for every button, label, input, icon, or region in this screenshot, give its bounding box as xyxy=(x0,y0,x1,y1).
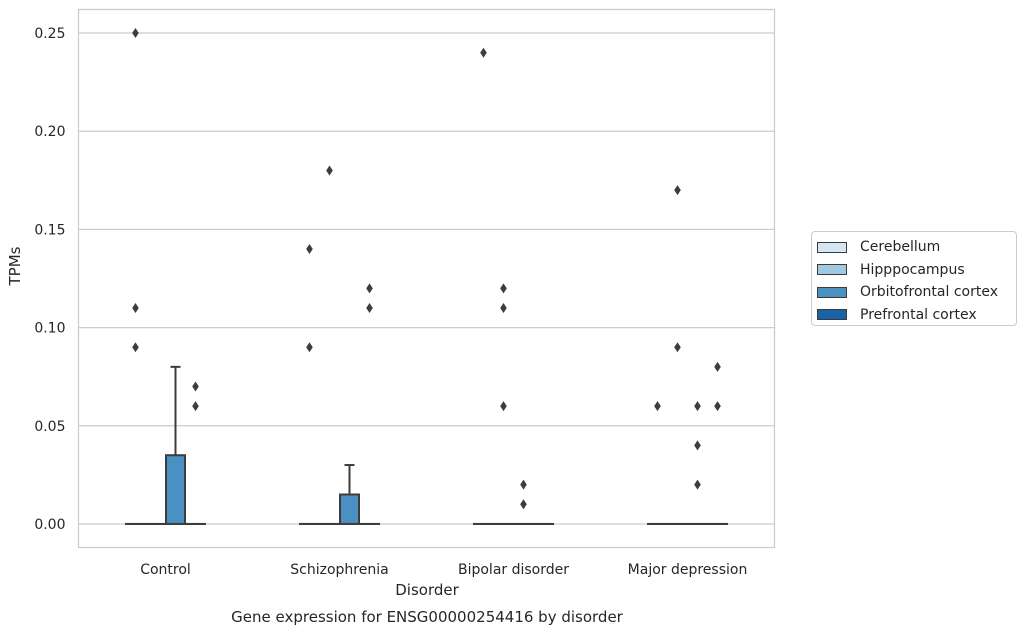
y-tick-label: 0.20 xyxy=(34,124,65,140)
outlier-point xyxy=(500,302,507,313)
plot-area-frame xyxy=(77,8,776,549)
legend-label-prefrontal-cortex: Prefrontal cortex xyxy=(860,306,977,323)
legend-label-cerebellum: Cerebellum xyxy=(860,239,941,256)
legend-swatch-orbitofrontal-cortex xyxy=(817,286,847,298)
outlier-point xyxy=(192,381,199,392)
x-tick-label: Bipolar disorder xyxy=(458,562,569,578)
x-tick-label: Schizophrenia xyxy=(290,562,388,578)
outlier-point xyxy=(654,401,661,412)
y-tick-label: 0.15 xyxy=(34,222,65,238)
grid-lines xyxy=(78,32,775,525)
outlier-point xyxy=(306,342,313,353)
x-tick-labels: Control Schizophrenia Bipolar disorder Majo… xyxy=(140,562,747,578)
outlier-point xyxy=(132,302,139,313)
legend-item-prefrontal-cortex: Prefrontal cortex xyxy=(817,304,1016,327)
outlier-point xyxy=(480,47,487,58)
box-orbitofrontal-cortex xyxy=(165,365,187,525)
outlier-point xyxy=(694,440,701,451)
y-tick-labels: 0.00 0.05 0.10 0.15 0.20 0.25 xyxy=(34,26,65,533)
y-tick-label: 0.10 xyxy=(34,321,65,337)
y-tick-label: 0.00 xyxy=(34,517,65,533)
x-tick-label: Major depression xyxy=(628,562,748,578)
outlier-point xyxy=(674,185,681,196)
legend-item-hippocampus: Hipppocampus xyxy=(817,259,1016,282)
outlier-point xyxy=(674,342,681,353)
y-tick-label: 0.05 xyxy=(34,419,65,435)
outlier-point xyxy=(694,479,701,490)
legend-item-orbitofrontal-cortex: Orbitofrontal cortex xyxy=(817,281,1016,304)
outliers xyxy=(132,28,721,510)
boxes xyxy=(124,365,729,525)
box-orbitofrontal-cortex xyxy=(339,464,361,525)
legend-label-orbitofrontal-cortex: Orbitofrontal cortex xyxy=(860,284,998,301)
outlier-point xyxy=(500,401,507,412)
legend-swatch-prefrontal-cortex xyxy=(817,309,847,321)
y-axis-title: TPMs xyxy=(6,246,24,286)
legend-item-cerebellum: Cerebellum xyxy=(817,236,1016,259)
box-iqr xyxy=(165,454,187,525)
outlier-point xyxy=(520,499,527,510)
legend-label-hippocampus: Hipppocampus xyxy=(860,261,965,278)
outlier-point xyxy=(694,401,701,412)
outlier-point xyxy=(366,283,373,294)
outlier-point xyxy=(520,479,527,490)
outlier-point xyxy=(132,342,139,353)
outlier-point xyxy=(366,302,373,313)
outlier-point xyxy=(500,283,507,294)
outlier-point xyxy=(132,28,139,39)
outlier-point xyxy=(192,401,199,412)
outlier-point xyxy=(714,361,721,372)
legend-swatch-hippocampus xyxy=(817,264,847,276)
chart-caption: Gene expression for ENSG00000254416 by d… xyxy=(231,608,624,626)
outlier-point xyxy=(306,244,313,255)
box-iqr xyxy=(339,493,361,525)
y-tick-label: 0.25 xyxy=(34,26,65,42)
legend: Cerebellum Hipppocampus Orbitofrontal co… xyxy=(811,231,1017,326)
x-tick-label: Control xyxy=(140,562,191,578)
outlier-point xyxy=(326,165,333,176)
x-axis-title: Disorder xyxy=(395,581,459,599)
legend-swatch-cerebellum xyxy=(817,241,847,253)
outlier-point xyxy=(714,401,721,412)
